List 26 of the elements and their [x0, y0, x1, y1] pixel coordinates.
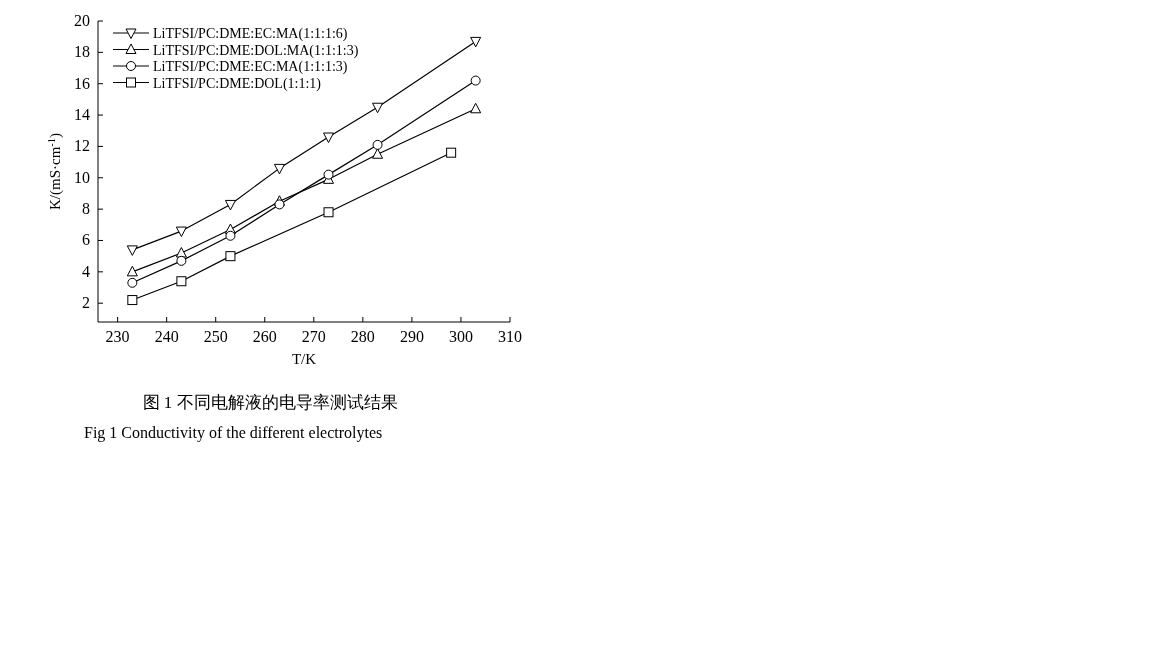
x-tick-label: 260 [252, 328, 277, 345]
y-tick-label: 6 [82, 231, 90, 249]
legend-label: LiTFSI/PC:DME:DOL(1:1:1) [153, 75, 322, 92]
y-tick-label: 16 [74, 74, 90, 92]
text: Fig 1 Conductivity of the different electrolytes [84, 424, 383, 442]
y-tick-label: 12 [74, 137, 90, 155]
x-tick-label: 250 [203, 328, 228, 345]
y-tick-label: 2 [82, 294, 90, 312]
y-tick-label: 8 [82, 200, 90, 218]
x-tick-label: 300 [448, 328, 473, 345]
text: 图 1 不同电解液的电导率测试结果 [142, 393, 398, 412]
legend-label: LiTFSI/PC:DME:DOL:MA(1:1:1:3) [153, 42, 359, 59]
x-tick-label: 230 [105, 328, 130, 345]
legend-label: LiTFSI/PC:DME:EC:MA(1:1:1:3) [153, 59, 348, 75]
y-tick-label: 14 [74, 106, 90, 124]
y-tick-label: 20 [74, 12, 90, 29]
x-axis-title: T/K [291, 351, 317, 367]
legend-label: LiTFSI/PC:DME:EC:MA(1:1:1:6) [153, 26, 348, 42]
x-tick-label: 270 [301, 328, 326, 345]
y-tick-label: 10 [74, 168, 90, 186]
x-tick-label: 290 [399, 328, 424, 345]
y-tick-label: 18 [74, 43, 90, 61]
x-tick-label: 240 [154, 328, 179, 345]
x-tick-label: 280 [350, 328, 375, 345]
x-tick-label: 310 [498, 328, 522, 345]
y-tick-label: 4 [82, 262, 90, 280]
